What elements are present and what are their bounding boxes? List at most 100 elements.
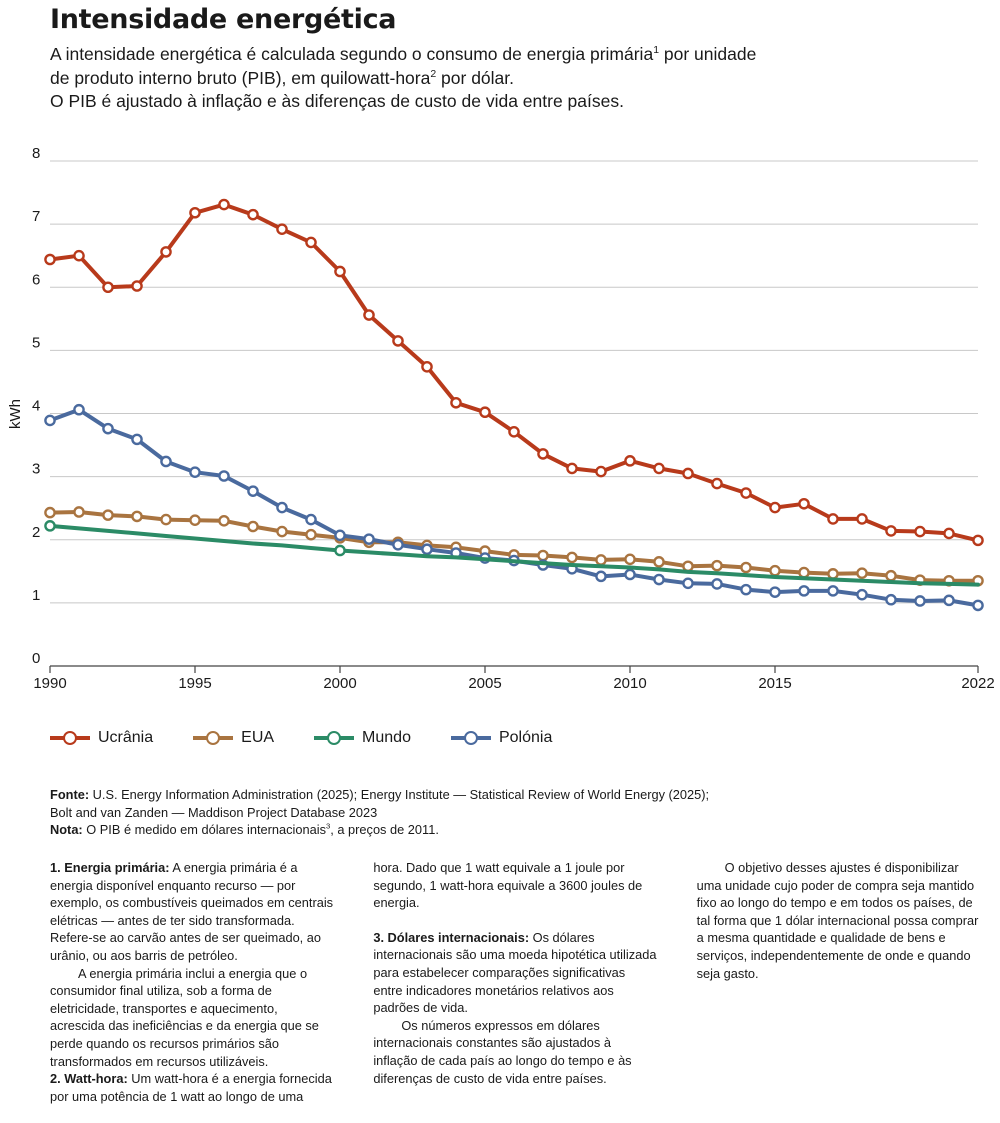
series-mundo: [44, 520, 980, 587]
legend-label: Mundo: [362, 729, 411, 746]
source-label: Fonte:: [50, 787, 90, 802]
data-point-polonia: [102, 422, 114, 435]
data-point-polonia: [276, 501, 288, 514]
data-point-polonia: [189, 466, 201, 479]
series-ucrania: [44, 198, 984, 547]
x-tick-label: 1995: [178, 675, 211, 692]
data-point-ucrania: [943, 527, 955, 540]
data-point-ucrania: [73, 249, 85, 262]
subtitle-line-3: O PIB é ajustado à inflação e às diferen…: [50, 91, 624, 111]
data-point-eua: [798, 566, 810, 579]
legend-item-ucrania: Ucrânia: [50, 729, 153, 747]
legend: Ucrânia EUA Mundo Polónia: [50, 729, 552, 747]
data-point-polonia: [682, 577, 694, 590]
series-line-eua: [48, 510, 980, 583]
data-point-ucrania: [769, 501, 781, 514]
data-point-eua: [102, 509, 114, 521]
data-point-polonia: [885, 593, 897, 606]
data-point-polonia: [624, 568, 636, 581]
data-point-eua: [566, 551, 578, 564]
footnote-3-label: 3. Dólares internacionais:: [373, 929, 530, 945]
series-lines: [44, 198, 984, 612]
data-point-ucrania: [508, 426, 520, 438]
chart-title: Intensidade energética: [50, 4, 397, 35]
data-point-ucrania: [566, 462, 578, 475]
y-tick-label: 2: [32, 524, 40, 541]
footnote-2-label: 2. Watt-hora:: [50, 1071, 128, 1087]
data-point-eua: [44, 506, 56, 519]
x-tick-label: 1990: [33, 675, 66, 692]
footnote-3-paragraph-2: Os números expressos em dólares internac…: [373, 1017, 632, 1086]
data-point-eua: [740, 561, 752, 574]
y-tick-label: 1: [32, 587, 40, 604]
data-point-ucrania: [711, 477, 723, 490]
data-point-eua: [276, 525, 288, 538]
x-tick-label: 2010: [613, 675, 646, 692]
data-point-polonia: [595, 570, 607, 583]
data-point-polonia: [653, 573, 665, 586]
data-point-polonia: [160, 455, 172, 468]
footnote-3-paragraph-3: O objetivo desses ajustes é disponibiliz…: [696, 860, 979, 981]
series-eua: [44, 506, 984, 587]
data-point-polonia: [131, 433, 143, 446]
data-point-eua: [653, 556, 665, 568]
data-point-polonia: [247, 485, 259, 497]
y-axis-label: kWh: [7, 399, 24, 429]
data-point-eua: [769, 564, 781, 577]
data-point-ucrania: [595, 465, 607, 478]
data-point-ucrania: [218, 198, 230, 211]
x-tick-label: 2015: [758, 675, 791, 692]
data-point-ucrania: [479, 406, 491, 419]
data-point-ucrania: [160, 246, 172, 258]
y-tick-label: 5: [32, 334, 40, 351]
subtitle-line-1-end: por unidade: [659, 44, 757, 64]
footnote-3-text: Os dólares internacionais são uma moeda …: [373, 929, 657, 1016]
y-tick-label: 3: [32, 461, 40, 478]
data-point-polonia: [334, 529, 346, 542]
y-tick-label: 4: [32, 398, 40, 415]
subtitle-line-2: de produto interno bruto (PIB), em quilo…: [50, 67, 431, 88]
data-point-ucrania: [334, 265, 346, 278]
footnote-3: 3. Dólares internacionais: Os dólares in…: [373, 929, 656, 1017]
y-tick-label: 0: [32, 650, 40, 667]
data-point-polonia: [798, 585, 810, 597]
data-point-ucrania: [856, 513, 868, 525]
data-point-eua: [624, 553, 636, 566]
y-tick-label: 8: [32, 145, 40, 162]
chart-subtitle: A intensidade energética é calculada seg…: [50, 43, 950, 114]
data-point-polonia: [421, 543, 433, 556]
data-point-eua: [682, 560, 694, 573]
data-point-polonia: [218, 470, 230, 482]
legend-item-eua: EUA: [193, 729, 274, 747]
data-point-eua: [160, 513, 172, 526]
footnote-1-label: 1. Energia primária:: [50, 860, 170, 875]
source-text-1: U.S. Energy Information Administration (…: [89, 787, 710, 802]
legend-label: Polónia: [498, 729, 553, 746]
legend-swatch: [450, 731, 491, 745]
series-line-mundo: [48, 523, 980, 587]
x-axis: 1990 1995 2000 2005 2010 2015 2022: [33, 666, 995, 692]
data-point-eua: [711, 559, 723, 572]
footnote-1-paragraph-2: A energia primária inclui a energia que …: [50, 965, 319, 1069]
data-point-ucrania: [740, 487, 752, 499]
series-line-polonia: [48, 407, 980, 608]
note-label: Nota:: [50, 822, 83, 837]
note-text: O PIB é medido em dólares internacionais: [82, 822, 326, 837]
data-point-ucrania: [131, 280, 143, 292]
data-point-ucrania: [305, 236, 317, 249]
footnotes: 1. Energia primária: A energia primária …: [50, 859, 980, 1109]
data-point-eua: [189, 514, 201, 526]
y-tick-label: 6: [32, 271, 40, 288]
data-point-ucrania: [392, 335, 404, 347]
data-point-ucrania: [653, 462, 665, 475]
data-point-ucrania: [885, 525, 897, 537]
data-point-ucrania: [44, 253, 56, 266]
data-point-polonia: [827, 585, 839, 597]
note-text-end: , a preços de 2011.: [330, 822, 439, 837]
data-point-ucrania: [189, 206, 201, 219]
data-point-eua: [885, 569, 897, 582]
data-point-ucrania: [624, 455, 636, 467]
line-chart: 0 1 2 3 4 5 6 7 8 1990 1995 2000 2005 2010 2015 2022 k…: [7, 145, 995, 692]
data-point-polonia: [73, 403, 85, 416]
series-line-ucrania: [48, 202, 980, 543]
